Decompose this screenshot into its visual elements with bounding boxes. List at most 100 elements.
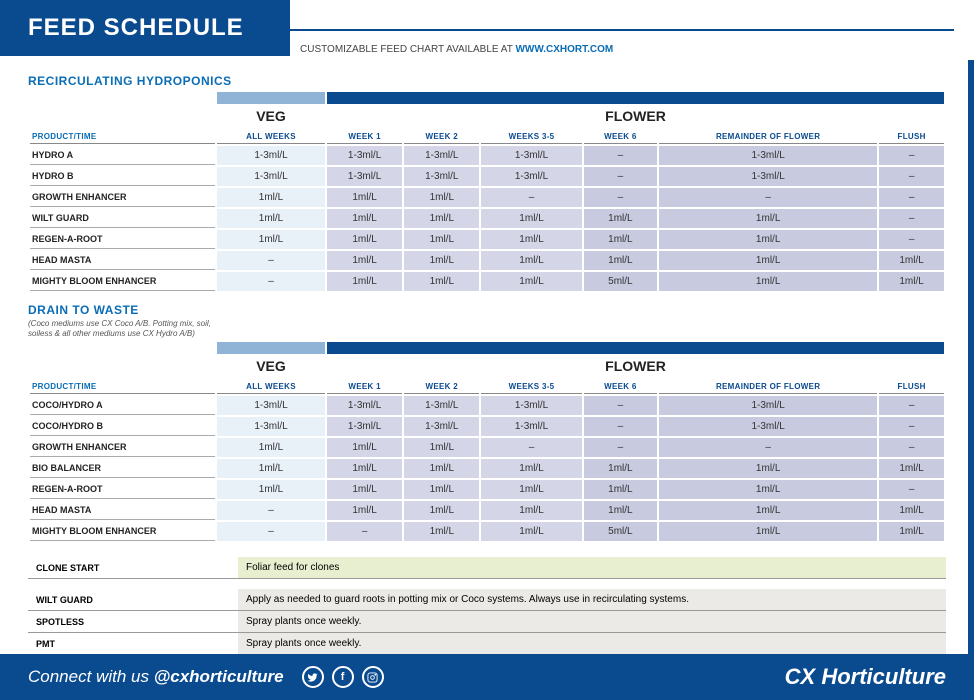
dose-cell: – — [584, 146, 657, 165]
dose-cell: 1ml/L — [404, 230, 479, 249]
dose-cell: 1-3ml/L — [659, 167, 877, 186]
dose-cell: 1ml/L — [327, 209, 402, 228]
product-name: REGEN-A-ROOT — [30, 230, 215, 249]
table-row: REGEN-A-ROOT1ml/L1ml/L1ml/L1ml/L1ml/L1ml… — [30, 230, 944, 249]
dose-cell: – — [584, 167, 657, 186]
dose-cell: 1ml/L — [584, 230, 657, 249]
footer: Connect with us @cxhorticulture f CX Hor… — [0, 654, 974, 700]
table-row: GROWTH ENHANCER1ml/L1ml/L1ml/L–––– — [30, 188, 944, 207]
table-row: REGEN-A-ROOT1ml/L1ml/L1ml/L1ml/L1ml/L1ml… — [30, 480, 944, 499]
brand-logo: CX Horticulture — [785, 664, 946, 690]
col-header: ALL WEEKS — [217, 130, 325, 144]
product-name: HYDRO B — [30, 167, 215, 186]
product-name: MIGHTY BLOOM ENHANCER — [30, 522, 215, 541]
note-text: Spray plants once weekly. — [238, 633, 946, 655]
site-link[interactable]: WWW.CXHORT.COM — [515, 44, 613, 55]
facebook-icon[interactable]: f — [332, 666, 354, 688]
dose-cell: – — [879, 396, 944, 415]
note-row: PMTSpray plants once weekly. — [28, 633, 946, 655]
dose-cell: 1ml/L — [659, 480, 877, 499]
dose-cell: – — [879, 146, 944, 165]
product-name: HEAD MASTA — [30, 501, 215, 520]
dose-cell: – — [481, 188, 581, 207]
col-header: WEEK 6 — [584, 380, 657, 394]
note-text: Apply as needed to guard roots in pottin… — [238, 589, 946, 611]
dose-cell: 1ml/L — [584, 480, 657, 499]
table-row: BIO BALANCER1ml/L1ml/L1ml/L1ml/L1ml/L1ml… — [30, 459, 944, 478]
phase-veg-label: VEG — [217, 106, 325, 128]
dose-cell: 1-3ml/L — [404, 417, 479, 436]
note-product: SPOTLESS — [28, 611, 238, 633]
dose-cell: 1ml/L — [404, 251, 479, 270]
col-header: WEEK 1 — [327, 380, 402, 394]
phase-veg-label: VEG — [217, 356, 325, 378]
table-row: COCO/HYDRO A1-3ml/L1-3ml/L1-3ml/L1-3ml/L… — [30, 396, 944, 415]
section-note-dtw: (Coco mediums use CX Coco A/B. Potting m… — [28, 319, 228, 338]
instagram-icon[interactable] — [362, 666, 384, 688]
dose-cell: 1ml/L — [584, 459, 657, 478]
dose-cell: – — [217, 272, 325, 291]
dose-cell: 1-3ml/L — [327, 396, 402, 415]
product-name: WILT GUARD — [30, 209, 215, 228]
dose-cell: 1ml/L — [481, 522, 581, 541]
product-name: COCO/HYDRO B — [30, 417, 215, 436]
col-header: WEEKS 3-5 — [481, 380, 581, 394]
col-header: PRODUCT/TIME — [30, 380, 215, 394]
dose-cell: 1ml/L — [217, 438, 325, 457]
dose-cell: 1ml/L — [879, 522, 944, 541]
col-header: FLUSH — [879, 380, 944, 394]
note-product: WILT GUARD — [28, 589, 238, 611]
table-row: WILT GUARD1ml/L1ml/L1ml/L1ml/L1ml/L1ml/L… — [30, 209, 944, 228]
dose-cell: 1-3ml/L — [217, 146, 325, 165]
dose-cell: 1ml/L — [659, 230, 877, 249]
table-row: HEAD MASTA–1ml/L1ml/L1ml/L1ml/L1ml/L1ml/… — [30, 501, 944, 520]
dose-cell: 1ml/L — [327, 438, 402, 457]
dose-cell: 1-3ml/L — [327, 417, 402, 436]
dose-cell: 1-3ml/L — [404, 146, 479, 165]
table-row: MIGHTY BLOOM ENHANCER––1ml/L1ml/L5ml/L1m… — [30, 522, 944, 541]
dose-cell: – — [879, 188, 944, 207]
product-name: COCO/HYDRO A — [30, 396, 215, 415]
header-subtitle: CUSTOMIZABLE FEED CHART AVAILABLE AT WWW… — [300, 44, 613, 55]
footer-connect: Connect with us @cxhorticulture — [28, 667, 284, 687]
dose-cell: 1-3ml/L — [481, 396, 581, 415]
dose-cell: 1-3ml/L — [659, 417, 877, 436]
dose-cell: 1-3ml/L — [659, 146, 877, 165]
note-text: Foliar feed for clones — [238, 557, 946, 579]
table-row: HYDRO A1-3ml/L1-3ml/L1-3ml/L1-3ml/L–1-3m… — [30, 146, 944, 165]
dose-cell: 1-3ml/L — [481, 146, 581, 165]
dose-cell: 1-3ml/L — [481, 417, 581, 436]
col-header: PRODUCT/TIME — [30, 130, 215, 144]
dose-cell: 1ml/L — [404, 501, 479, 520]
dose-cell: 5ml/L — [584, 272, 657, 291]
dose-cell: 1ml/L — [327, 272, 402, 291]
dose-cell: 1ml/L — [879, 501, 944, 520]
dose-cell: 1ml/L — [584, 209, 657, 228]
col-header: REMAINDER OF FLOWER — [659, 130, 877, 144]
dose-cell: 1ml/L — [404, 522, 479, 541]
dose-cell: – — [584, 396, 657, 415]
section-title-recirc: RECIRCULATING HYDROPONICS — [28, 74, 946, 88]
note-product: CLONE START — [28, 557, 238, 579]
dose-cell: 1ml/L — [659, 459, 877, 478]
dose-cell: 1ml/L — [879, 251, 944, 270]
dose-cell: – — [217, 522, 325, 541]
dose-cell: 1ml/L — [481, 251, 581, 270]
dose-cell: 1ml/L — [217, 188, 325, 207]
dose-cell: 1ml/L — [879, 272, 944, 291]
dose-cell: 1-3ml/L — [217, 396, 325, 415]
twitter-icon[interactable] — [302, 666, 324, 688]
dose-cell: 1ml/L — [584, 251, 657, 270]
dose-cell: 1ml/L — [327, 480, 402, 499]
dose-cell: 1ml/L — [659, 522, 877, 541]
dose-cell: – — [659, 438, 877, 457]
dose-cell: 1ml/L — [659, 251, 877, 270]
section-title-dtw: DRAIN TO WASTE — [28, 303, 946, 317]
dose-cell: 1ml/L — [404, 188, 479, 207]
table-dtw: VEGFLOWERPRODUCT/TIMEALL WEEKSWEEK 1WEEK… — [28, 340, 946, 543]
table-row: GROWTH ENHANCER1ml/L1ml/L1ml/L–––– — [30, 438, 944, 457]
dose-cell: 1-3ml/L — [659, 396, 877, 415]
dose-cell: 1-3ml/L — [217, 167, 325, 186]
dose-cell: – — [584, 417, 657, 436]
note-product: PMT — [28, 633, 238, 655]
